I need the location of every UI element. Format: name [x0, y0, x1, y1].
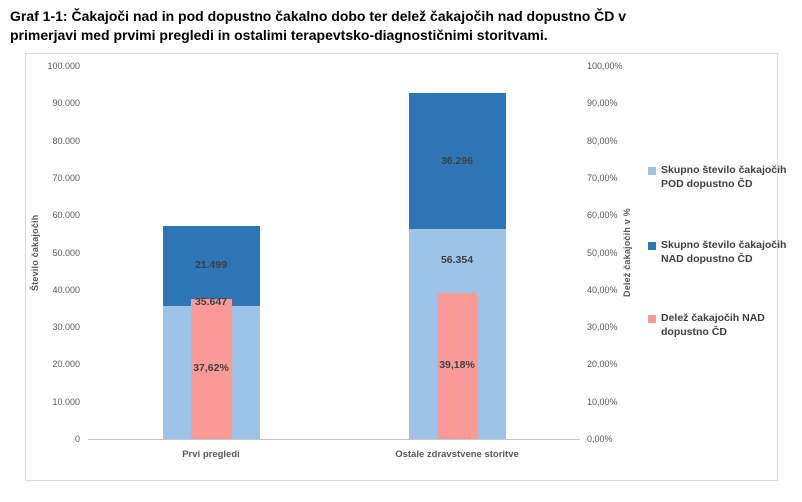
- x-axis-category-label-0: Prvi pregledi: [182, 449, 240, 460]
- value-label-delez-0: 37,62%: [193, 362, 229, 375]
- legend-item-2: Delež čakajočih NAD dopustno ČD: [648, 312, 800, 339]
- left-axis-tick: 20.000: [52, 359, 80, 370]
- chart-title-line1: Graf 1-1: Čakajoči nad in pod dopustno č…: [10, 8, 627, 24]
- bar-overlay-delez-0: [190, 298, 232, 439]
- right-axis-tick: 90,00%: [587, 98, 618, 109]
- legend-swatch-icon: [648, 242, 656, 250]
- right-axis-tick: 80,00%: [587, 135, 618, 146]
- x-axis-category-label-1: Ostale zdravstvene storitve: [395, 449, 519, 460]
- right-axis-tick: 0,00%: [587, 434, 613, 444]
- left-axis-tick: 30.000: [52, 322, 80, 333]
- value-label-nad-1: 36.296: [440, 154, 474, 167]
- legend-item-label: Skupno število čakajočih NAD dopustno ČD: [661, 239, 787, 265]
- left-axis-tick: 70.000: [52, 172, 80, 183]
- x-axis-line: [88, 439, 580, 440]
- legend-item-label: Delež čakajočih NAD dopustno ČD: [661, 312, 765, 338]
- right-axis-tick: 30,00%: [587, 322, 618, 333]
- left-axis-tick: 60.000: [52, 210, 80, 221]
- right-axis-tick: 20,00%: [587, 359, 618, 370]
- left-axis-tick: 10.000: [52, 396, 80, 407]
- value-label-nad-0: 21.499: [194, 259, 228, 272]
- legend-item-label: Skupno število čakajočih POD dopustno ČD: [661, 164, 787, 190]
- right-axis-tick: 40,00%: [587, 284, 618, 295]
- right-axis-tick: 60,00%: [587, 210, 618, 221]
- chart-title: Graf 1-1: Čakajoči nad in pod dopustno č…: [10, 7, 790, 45]
- legend-item-0: Skupno število čakajočih POD dopustno ČD: [648, 164, 800, 191]
- left-axis-tick: 40.000: [52, 284, 80, 295]
- right-axis-title: Delež čakajočih v %: [622, 208, 632, 297]
- right-axis-tick: 10,00%: [587, 396, 618, 407]
- legend-swatch-icon: [648, 167, 656, 175]
- left-axis-tick: 90.000: [52, 98, 80, 109]
- chart-title-line2: primerjavi med prvimi pregledi in ostali…: [10, 27, 548, 43]
- bar-segment-nad-1: [408, 93, 506, 229]
- left-axis-tick: 50.000: [52, 247, 80, 258]
- right-axis-tick: 70,00%: [587, 172, 618, 183]
- value-label-delez-1: 39,18%: [439, 359, 475, 372]
- plot-area: 21.499 35.647 37,62% 36.296 56.354 39,18%: [88, 66, 580, 439]
- right-axis-tick: 50,00%: [587, 247, 618, 258]
- legend-swatch-icon: [648, 315, 656, 323]
- legend-item-1: Skupno število čakajočih NAD dopustno ČD: [648, 239, 800, 266]
- bar-segment-nad-0: [162, 225, 260, 307]
- left-axis-tick: 100.000: [47, 61, 80, 71]
- left-axis-tick: 80.000: [52, 135, 80, 146]
- left-axis-tick: 0: [74, 434, 80, 444]
- bar-overlay-delez-1: [436, 292, 478, 439]
- value-label-pod-1: 56.354: [440, 254, 474, 267]
- value-label-pod-0: 35.647: [194, 295, 228, 308]
- right-axis-tick: 100,00%: [587, 61, 623, 71]
- chart-plot-frame: Število čakajočih Delež čakajočih v % 21…: [25, 53, 786, 481]
